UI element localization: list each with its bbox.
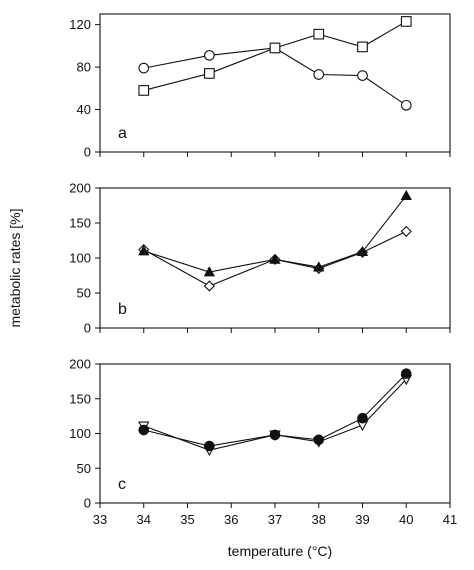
x-tick-label: 35: [180, 512, 194, 527]
data-point-circle-filled: [138, 424, 150, 436]
data-point-circle-filled: [269, 429, 281, 441]
panel-label: a: [118, 125, 127, 142]
series-line-2: [143, 20, 407, 91]
series-line-1: [143, 230, 407, 287]
data-point-diamond-open: [400, 225, 412, 237]
x-tick-label: 33: [93, 512, 107, 527]
y-tick-label: 200: [69, 181, 91, 196]
series-line-2: [143, 195, 407, 273]
y-tick-label: 100: [69, 426, 91, 441]
chart-panel-c: 0 50 100 150 200 33 34 35 36 37 38 39 40 41 c: [69, 357, 457, 528]
y-tick-label: 120: [69, 17, 91, 32]
data-point-triangle-filled: [313, 261, 325, 272]
y-tick-label: 80: [77, 60, 91, 75]
data-point-triangle-filled: [269, 253, 281, 264]
data-point-square-open: [269, 42, 281, 54]
data-point-square-open: [400, 16, 412, 27]
x-tick-label: 41: [443, 512, 457, 527]
data-point-triangle-filled: [203, 266, 216, 277]
panel-label: c: [118, 476, 126, 493]
chart-panel-a: 0 40 80 120 a: [69, 13, 451, 160]
y-tick-label: 0: [84, 496, 91, 511]
y-tick-label: 200: [69, 357, 91, 372]
y-tick-label: 0: [84, 145, 91, 160]
series-line-1: [143, 47, 407, 106]
data-point-square-open: [313, 28, 325, 40]
data-point-circle-filled: [400, 368, 412, 380]
data-point-square-open: [357, 41, 368, 53]
data-point-triangle-filled: [356, 245, 369, 257]
data-point-diamond-open: [203, 280, 215, 292]
x-tick-label: 39: [355, 512, 369, 527]
y-tick-label: 50: [77, 286, 91, 301]
data-point-circle-filled: [313, 434, 325, 446]
data-point-circle-open: [313, 69, 325, 80]
data-point-square-open: [204, 68, 215, 79]
y-tick-label: 0: [84, 321, 91, 336]
x-tick-label: 36: [224, 512, 238, 527]
data-point-circle-filled: [357, 412, 368, 424]
x-tick-label: 38: [312, 512, 326, 527]
x-tick-label: 40: [399, 512, 413, 527]
data-point-triangle-filled: [400, 189, 412, 201]
chart-panel-b: 0 50 100 150 200 b: [69, 181, 451, 336]
y-tick-label: 50: [77, 461, 91, 476]
data-point-circle-filled: [204, 440, 215, 452]
y-tick-label: 40: [77, 102, 91, 117]
data-point-circle-open: [400, 99, 412, 111]
chart-panels: 0 40 80 120 a 0 50 100 150 200 b 0 50 100 150 200 33 34 35…: [69, 13, 457, 528]
x-tick-label: 37: [268, 512, 282, 527]
y-tick-label: 150: [69, 216, 91, 231]
data-point-triangle-filled: [138, 245, 150, 256]
panel-label: b: [118, 301, 127, 318]
plot-frame: [99, 13, 451, 153]
y-tick-label: 150: [69, 391, 91, 406]
x-tick-label: 34: [137, 512, 151, 527]
data-point-circle-open: [138, 62, 150, 74]
series-line-2: [143, 373, 407, 447]
data-point-circle-open: [357, 70, 368, 81]
series-line-1: [143, 378, 407, 451]
y-axis-title: metabolic rates [%]: [7, 208, 23, 327]
data-point-circle-open: [204, 50, 215, 61]
x-axis-title: temperature (°C): [228, 543, 332, 559]
data-point-square-open: [138, 85, 150, 96]
y-tick-label: 100: [69, 251, 91, 266]
